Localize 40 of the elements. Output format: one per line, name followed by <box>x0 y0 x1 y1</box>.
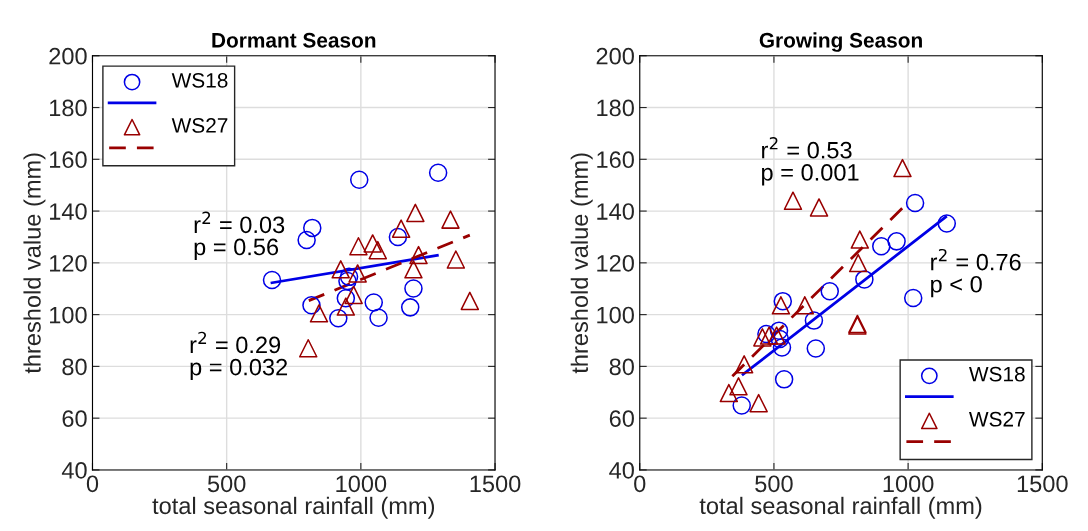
annotation: r$^{2}$ = 0.03 p = 0.56 <box>194 211 285 260</box>
y-tick-label: 160 <box>50 151 87 169</box>
legend-label: WS27 <box>969 411 1025 427</box>
annotation: r$^{2}$ = 0.53 p = 0.001 <box>762 137 859 186</box>
legend-label: WS18 <box>969 366 1025 382</box>
y-tick-label: 140 <box>597 203 634 220</box>
y-tick-label: 120 <box>597 254 634 272</box>
legend-label: WS27 <box>171 118 228 133</box>
y-tick-label: 80 <box>62 358 87 376</box>
y-tick-label: 100 <box>597 306 634 324</box>
y-tick-label: 180 <box>50 99 87 117</box>
y-tick-label: 160 <box>597 151 634 169</box>
chart-title: Dormant Season <box>212 32 376 48</box>
y-tick-label: 200 <box>596 47 634 65</box>
y-tick-label: 180 <box>597 99 634 117</box>
y-tick-label: 100 <box>50 306 87 324</box>
x-tick-label: 1500 <box>470 475 521 493</box>
y-axis-title: threshold value (mm) <box>23 153 46 374</box>
legend-label: WS18 <box>171 72 228 88</box>
x-tick-label: 0 <box>86 475 99 493</box>
y-tick-label: 200 <box>49 47 87 65</box>
y-tick-label: 60 <box>609 410 634 427</box>
y-tick-label: 140 <box>50 203 87 220</box>
chart-title: Growing Season <box>759 32 922 52</box>
x-tick-label: 500 <box>755 475 793 493</box>
x-axis-title: total seasonal rainfall (mm) <box>699 496 982 519</box>
x-tick-label: 500 <box>207 475 246 493</box>
y-tick-label: 40 <box>609 462 634 479</box>
annotation: r$^{2}$ = 0.29 p = 0.032 <box>190 331 288 381</box>
x-tick-label: 1000 <box>883 475 934 493</box>
y-tick-label: 120 <box>50 254 87 272</box>
y-tick-label: 40 <box>61 462 87 479</box>
annotation: r$^{2}$ = 0.76 p < 0 <box>931 248 1021 298</box>
x-tick-label: 0 <box>634 475 646 493</box>
x-axis-title: total seasonal rainfall (mm) <box>152 496 435 519</box>
y-tick-label: 60 <box>62 410 87 427</box>
x-tick-label: 1500 <box>1017 475 1068 493</box>
x-tick-label: 1000 <box>336 475 387 493</box>
y-axis-title: threshold value (mm) <box>570 153 593 374</box>
y-tick-label: 80 <box>609 358 634 376</box>
